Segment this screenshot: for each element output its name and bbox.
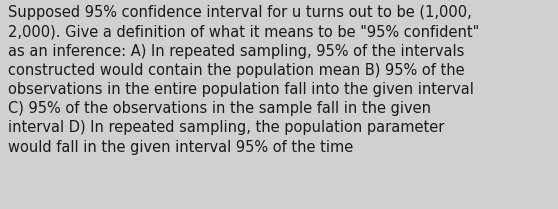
Text: Supposed 95% confidence interval for u turns out to be (1,000,
2,000). Give a de: Supposed 95% confidence interval for u t… [8,5,480,155]
